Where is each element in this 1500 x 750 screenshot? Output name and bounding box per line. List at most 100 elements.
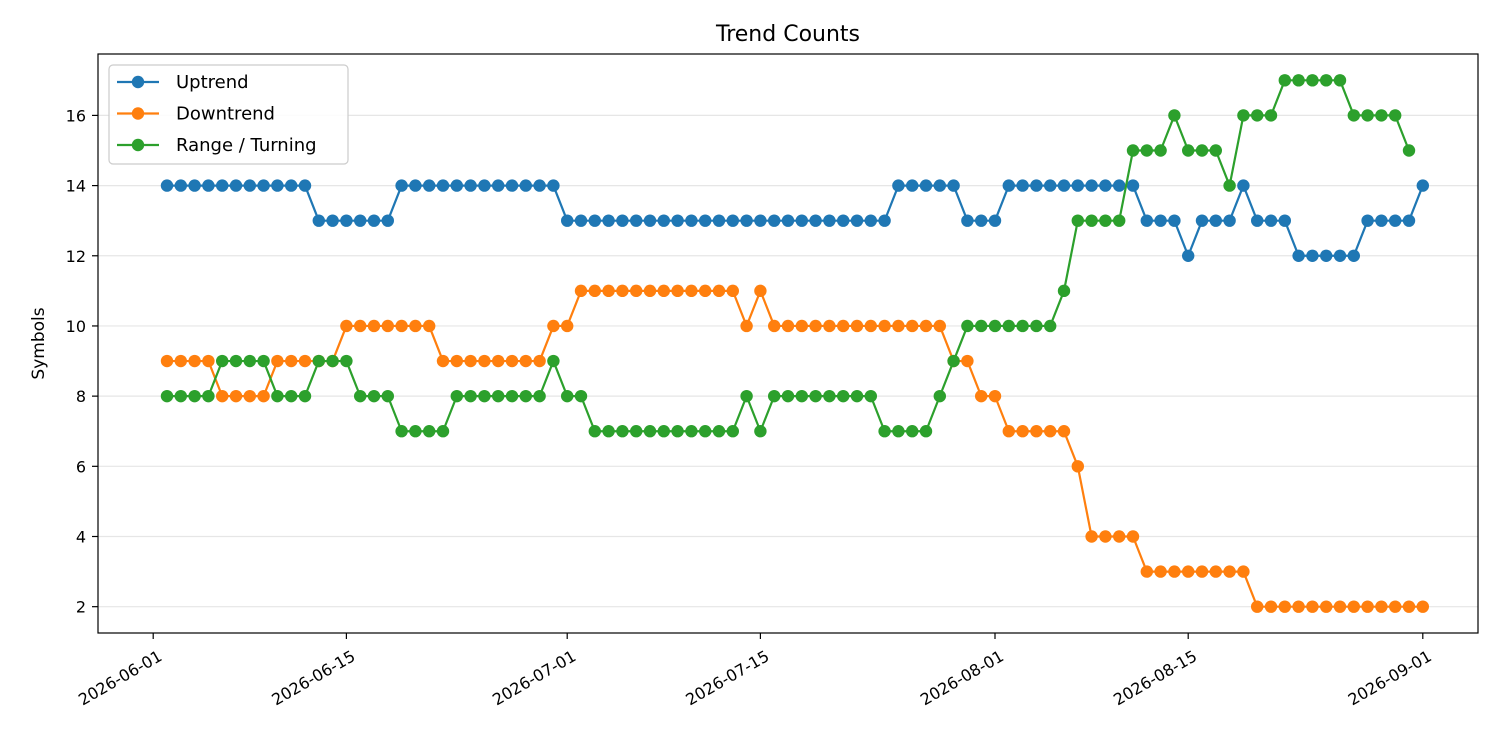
data-point: [505, 179, 519, 192]
data-point: [243, 389, 256, 403]
data-point: [712, 214, 726, 227]
data-point: [1182, 144, 1195, 157]
data-point: [657, 214, 670, 227]
data-point: [229, 179, 243, 192]
data-point: [1154, 144, 1167, 157]
legend-marker: [131, 75, 145, 89]
data-point: [1361, 214, 1374, 227]
data-point: [243, 179, 256, 192]
legend-marker: [131, 138, 145, 152]
y-tick-label: 2: [76, 598, 86, 617]
data-point: [174, 354, 187, 368]
data-point: [740, 214, 753, 227]
data-point: [409, 425, 422, 438]
data-point: [1140, 144, 1154, 157]
data-point: [1030, 179, 1043, 192]
data-point: [574, 214, 588, 227]
data-point: [823, 214, 836, 227]
data-point: [1195, 214, 1209, 227]
data-point: [1168, 109, 1181, 122]
data-point: [354, 319, 367, 333]
data-point: [602, 214, 615, 227]
data-point: [685, 284, 698, 298]
data-point: [795, 214, 808, 227]
data-point: [1402, 600, 1416, 613]
legend-label: Uptrend: [176, 72, 249, 93]
data-point: [699, 425, 712, 438]
data-point: [1416, 179, 1430, 192]
data-point: [1209, 565, 1223, 578]
data-point: [229, 354, 243, 368]
data-point: [616, 214, 629, 227]
data-point: [381, 214, 394, 227]
data-point: [478, 179, 491, 192]
data-point: [892, 319, 905, 333]
series-range-turning: [160, 74, 1416, 438]
data-point: [1292, 600, 1305, 613]
data-point: [685, 425, 698, 438]
data-point: [1361, 600, 1374, 613]
data-point: [837, 319, 850, 333]
data-point: [685, 214, 698, 227]
data-point: [657, 284, 670, 298]
data-point: [533, 179, 546, 192]
data-point: [947, 179, 960, 192]
data-point: [436, 354, 450, 368]
data-point: [864, 214, 877, 227]
data-point: [1292, 74, 1305, 87]
data-point: [671, 425, 684, 438]
data-point: [285, 389, 298, 403]
data-point: [561, 389, 574, 403]
data-point: [409, 319, 422, 333]
data-point: [1099, 214, 1112, 227]
data-point: [1182, 565, 1195, 578]
data-point: [1195, 565, 1209, 578]
data-point: [1333, 74, 1347, 87]
data-point: [326, 354, 339, 368]
data-point: [1126, 179, 1140, 192]
data-point: [533, 354, 546, 368]
data-point: [657, 425, 670, 438]
data-point: [202, 389, 215, 403]
data-point: [712, 425, 726, 438]
data-point: [354, 389, 367, 403]
data-point: [809, 214, 822, 227]
data-point: [423, 319, 436, 333]
data-point: [1044, 179, 1057, 192]
data-point: [864, 319, 877, 333]
data-point: [1209, 144, 1223, 157]
data-point: [271, 389, 284, 403]
data-point: [906, 179, 919, 192]
data-point: [919, 425, 933, 438]
legend-item: Downtrend: [117, 104, 275, 125]
data-point: [754, 284, 767, 298]
data-point: [1278, 600, 1292, 613]
data-point: [1154, 214, 1167, 227]
y-axis: 2 4 6 8 10 12 14 16: [66, 106, 98, 617]
data-point: [160, 179, 174, 192]
data-point: [395, 179, 408, 192]
series-downtrend: [160, 284, 1430, 613]
data-point: [367, 214, 381, 227]
data-point: [285, 179, 298, 192]
data-point: [699, 284, 712, 298]
data-point: [298, 389, 312, 403]
data-point: [892, 179, 905, 192]
data-point: [809, 319, 822, 333]
data-point: [740, 319, 753, 333]
data-point: [933, 319, 946, 333]
data-point: [726, 425, 739, 438]
data-point: [547, 354, 560, 368]
data-point: [1223, 179, 1236, 192]
data-point: [492, 179, 505, 192]
data-point: [1182, 249, 1195, 262]
data-point: [1251, 600, 1264, 613]
data-point: [1347, 109, 1361, 122]
data-point: [781, 389, 795, 403]
data-point: [1016, 179, 1029, 192]
data-point: [740, 389, 753, 403]
data-point: [1389, 109, 1402, 122]
data-point: [1140, 565, 1154, 578]
